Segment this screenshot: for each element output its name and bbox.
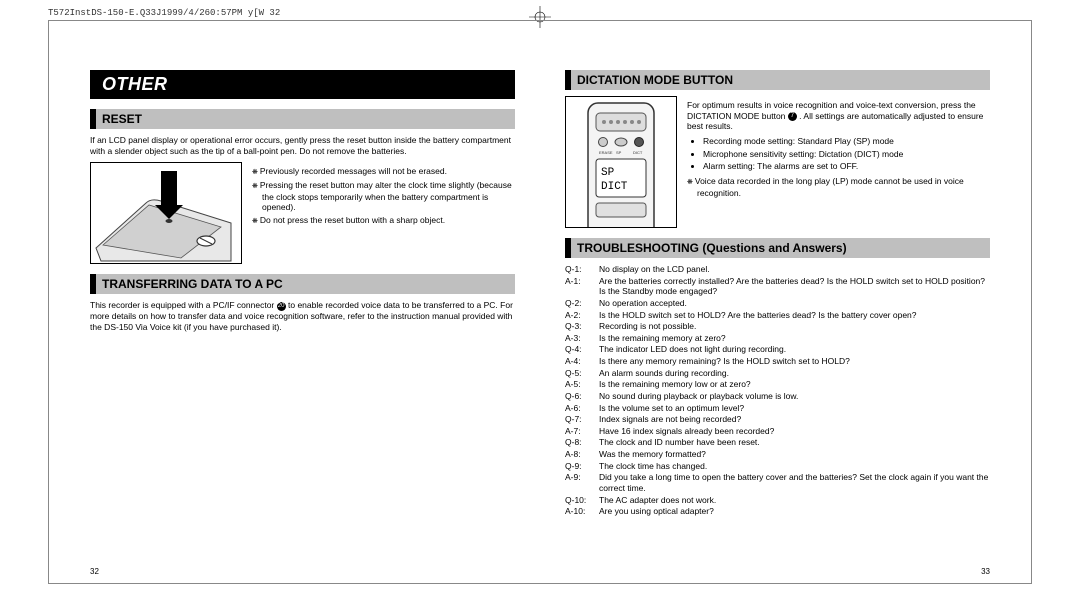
qa-a-label: A-5:: [565, 379, 593, 390]
print-job-line: T572InstDS-150-E.Q33J1999/4/260:57PM y[W…: [48, 8, 280, 18]
transfer-body-pre: This recorder is equipped with a PC/IF c…: [90, 300, 277, 310]
qa-answer-row: A-10: Are you using optical adapter?: [565, 506, 990, 517]
qa-q-label: Q-10:: [565, 495, 593, 506]
dictation-bullet: Recording mode setting: Standard Play (S…: [703, 136, 990, 147]
heading-transfer: TRANSFERRING DATA TO A PC: [90, 274, 515, 294]
qa-q-text: The clock time has changed.: [599, 461, 990, 472]
qa-q-text: No display on the LCD panel.: [599, 264, 990, 275]
qa-q-text: Index signals are not being recorded?: [599, 414, 990, 425]
qa-a-label: A-3:: [565, 333, 593, 344]
heading-reset: RESET: [90, 109, 515, 129]
qa-a-text: Is the remaining memory at zero?: [599, 333, 990, 344]
transfer-body: This recorder is equipped with a PC/IF c…: [90, 300, 515, 332]
heading-dictation: DICTATION MODE BUTTON: [565, 70, 990, 90]
qa-a-text: Are you using optical adapter?: [599, 506, 990, 517]
heading-troubleshooting: TROUBLESHOOTING (Questions and Answers): [565, 238, 990, 258]
dictation-text: For optimum results in voice recognition…: [687, 96, 990, 202]
section-title-other: OTHER: [90, 70, 515, 99]
qa-a-label: A-1:: [565, 276, 593, 297]
qa-answer-row: A-9: Did you take a long time to open the…: [565, 472, 990, 493]
qa-question-row: Q-4: The indicator LED does not light dur…: [565, 344, 990, 355]
dictation-illustration: ERASE SP DICT SP DICT: [565, 96, 677, 228]
qa-question-row: Q-5: An alarm sounds during recording.: [565, 368, 990, 379]
qa-a-label: A-9:: [565, 472, 593, 493]
qa-a-label: A-10:: [565, 506, 593, 517]
reset-illustration: [90, 162, 242, 264]
qa-q-text: No sound during playback or playback vol…: [599, 391, 990, 402]
qa-answer-row: A-7: Have 16 index signals already been r…: [565, 426, 990, 437]
page-number-right: 33: [981, 567, 990, 576]
qa-question-row: Q-1: No display on the LCD panel.: [565, 264, 990, 275]
qa-q-text: The clock and ID number have been reset.: [599, 437, 990, 448]
qa-a-text: Have 16 index signals already been recor…: [599, 426, 990, 437]
svg-text:SP: SP: [616, 150, 622, 155]
qa-a-label: A-2:: [565, 310, 593, 321]
qa-q-label: Q-6:: [565, 391, 593, 402]
content-area: OTHER RESET If an LCD panel display or o…: [90, 70, 990, 564]
qa-answer-row: A-2: Is the HOLD switch set to HOLD? Are …: [565, 310, 990, 321]
qa-q-label: Q-1:: [565, 264, 593, 275]
qa-answer-row: A-4: Is there any memory remaining? Is th…: [565, 356, 990, 367]
dictation-bullet: Alarm setting: The alarms are set to OFF…: [703, 161, 990, 172]
qa-q-text: No operation accepted.: [599, 298, 990, 309]
reset-note: Do not press the reset button with a sha…: [262, 215, 515, 227]
dictation-body: For optimum results in voice recognition…: [687, 100, 990, 132]
page-number-left: 32: [90, 567, 99, 576]
qa-q-text: An alarm sounds during recording.: [599, 368, 990, 379]
qa-question-row: Q-7: Index signals are not being recorded…: [565, 414, 990, 425]
qa-a-text: Is the volume set to an optimum level?: [599, 403, 990, 414]
qa-question-row: Q-3: Recording is not possible.: [565, 321, 990, 332]
left-column: OTHER RESET If an LCD panel display or o…: [90, 70, 515, 564]
qa-a-label: A-7:: [565, 426, 593, 437]
reset-notes: Previously recorded messages will not be…: [252, 166, 515, 229]
svg-text:DICT: DICT: [633, 150, 643, 155]
qa-q-label: Q-2:: [565, 298, 593, 309]
qa-q-text: The AC adapter does not work.: [599, 495, 990, 506]
qa-q-label: Q-5:: [565, 368, 593, 379]
qa-a-label: A-6:: [565, 403, 593, 414]
svg-text:ERASE: ERASE: [599, 150, 613, 155]
reset-row: Previously recorded messages will not be…: [90, 162, 515, 264]
qa-q-text: The indicator LED does not light during …: [599, 344, 990, 355]
qa-a-label: A-8:: [565, 449, 593, 460]
dictation-bullet: Microphone sensitivity setting: Dictatio…: [703, 149, 990, 160]
dictation-notes: Voice data recorded in the long play (LP…: [687, 176, 990, 198]
qa-question-row: Q-9: The clock time has changed.: [565, 461, 990, 472]
qa-question-row: Q-10: The AC adapter does not work.: [565, 495, 990, 506]
qa-answer-row: A-1: Are the batteries correctly installe…: [565, 276, 990, 297]
qa-question-row: Q-6: No sound during playback or playback…: [565, 391, 990, 402]
qa-question-row: Q-8: The clock and ID number have been re…: [565, 437, 990, 448]
qa-answer-row: A-6: Is the volume set to an optimum leve…: [565, 403, 990, 414]
qa-q-label: Q-7:: [565, 414, 593, 425]
qa-q-text: Recording is not possible.: [599, 321, 990, 332]
qa-q-label: Q-8:: [565, 437, 593, 448]
qa-q-label: Q-3:: [565, 321, 593, 332]
dictation-note: Voice data recorded in the long play (LP…: [697, 176, 990, 198]
qa-a-text: Are the batteries correctly installed? A…: [599, 276, 990, 297]
qa-list: Q-1: No display on the LCD panel. A-1: Are …: [565, 264, 990, 517]
svg-text:DICT: DICT: [601, 181, 628, 193]
right-column: DICTATION MODE BUTTON ERASE SP: [565, 70, 990, 564]
qa-a-text: Is there any memory remaining? Is the HO…: [599, 356, 990, 367]
qa-q-label: Q-4:: [565, 344, 593, 355]
qa-a-text: Was the memory formatted?: [599, 449, 990, 460]
reset-note: Pressing the reset button may alter the …: [262, 180, 515, 213]
qa-question-row: Q-2: No operation accepted.: [565, 298, 990, 309]
reset-note: Previously recorded messages will not be…: [262, 166, 515, 178]
svg-text:SP: SP: [601, 167, 615, 179]
dictation-row: ERASE SP DICT SP DICT For optimum result…: [565, 96, 990, 228]
dictation-button-callout-icon: 7: [788, 112, 797, 121]
qa-a-text: Is the remaining memory low or at zero?: [599, 379, 990, 390]
qa-a-label: A-4:: [565, 356, 593, 367]
reset-intro: If an LCD panel display or operational e…: [90, 135, 515, 156]
connector-callout-icon: 20: [277, 302, 286, 311]
qa-answer-row: A-8: Was the memory formatted?: [565, 449, 990, 460]
qa-answer-row: A-3: Is the remaining memory at zero?: [565, 333, 990, 344]
qa-q-label: Q-9:: [565, 461, 593, 472]
qa-a-text: Is the HOLD switch set to HOLD? Are the …: [599, 310, 990, 321]
qa-a-text: Did you take a long time to open the bat…: [599, 472, 990, 493]
qa-answer-row: A-5: Is the remaining memory low or at ze…: [565, 379, 990, 390]
dictation-bullets: Recording mode setting: Standard Play (S…: [687, 136, 990, 172]
